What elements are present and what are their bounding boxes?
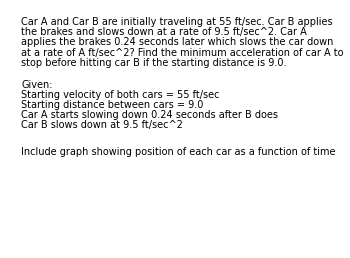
Text: Starting velocity of both cars = 55 ft/sec: Starting velocity of both cars = 55 ft/s… [21, 90, 219, 100]
Text: stop before hitting car B if the starting distance is 9.0.: stop before hitting car B if the startin… [21, 58, 287, 68]
Text: Starting distance between cars = 9.0: Starting distance between cars = 9.0 [21, 100, 203, 110]
Text: at a rate of A ft/sec^2? Find the minimum acceleration of car A to: at a rate of A ft/sec^2? Find the minimu… [21, 48, 343, 58]
Text: Car B slows down at 9.5 ft/sec^2: Car B slows down at 9.5 ft/sec^2 [21, 120, 183, 130]
Text: Car A and Car B are initially traveling at 55 ft/sec. Car B applies: Car A and Car B are initially traveling … [21, 17, 332, 27]
Text: applies the brakes 0.24 seconds later which slows the car down: applies the brakes 0.24 seconds later wh… [21, 37, 333, 47]
Text: Include graph showing position of each car as a function of time: Include graph showing position of each c… [21, 147, 336, 157]
Text: the brakes and slows down at a rate of 9.5 ft/sec^2. Car A: the brakes and slows down at a rate of 9… [21, 27, 307, 37]
Text: Given:: Given: [21, 80, 52, 90]
Text: Car A starts slowing down 0.24 seconds after B does: Car A starts slowing down 0.24 seconds a… [21, 110, 278, 120]
